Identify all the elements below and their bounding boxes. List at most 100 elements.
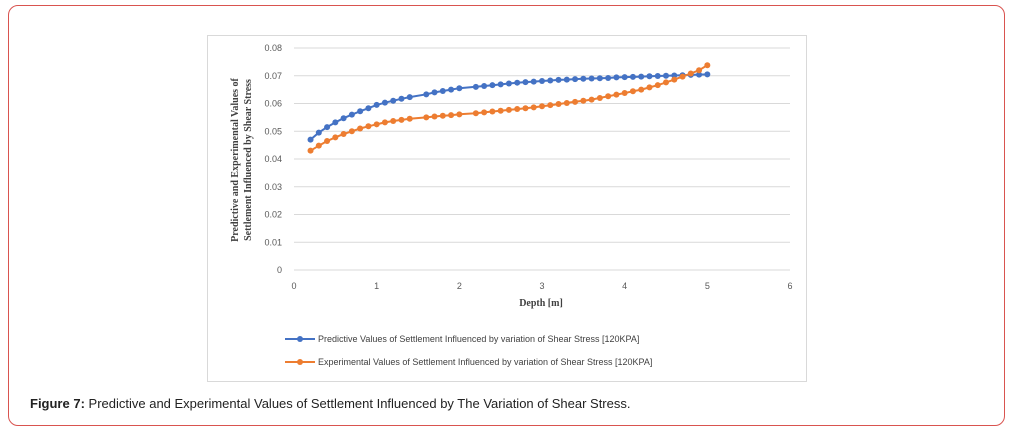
data-point — [629, 73, 636, 80]
data-point — [307, 136, 314, 143]
data-point — [663, 72, 669, 79]
data-point — [315, 142, 322, 149]
data-point — [505, 106, 512, 113]
data-point — [596, 94, 603, 101]
data-point — [472, 83, 479, 90]
data-point — [621, 89, 628, 96]
data-point — [530, 104, 537, 111]
data-point — [580, 75, 587, 82]
data-point — [489, 108, 496, 115]
data-point — [654, 73, 661, 80]
data-point — [522, 105, 529, 112]
data-point — [472, 110, 479, 117]
series-layer — [307, 62, 711, 154]
data-point — [555, 76, 562, 83]
data-point — [357, 125, 364, 132]
data-point — [671, 76, 678, 83]
y-tick-label: 0.04 — [264, 154, 282, 164]
data-point — [315, 129, 322, 136]
data-point — [547, 77, 554, 84]
data-point — [704, 71, 711, 78]
data-point — [696, 71, 703, 78]
data-point — [489, 82, 496, 89]
data-point — [530, 78, 537, 85]
data-point — [547, 102, 554, 109]
data-point — [514, 79, 521, 86]
y-tick-label: 0.01 — [264, 237, 282, 247]
x-tick-label: 6 — [787, 281, 792, 291]
data-point — [563, 99, 570, 106]
data-point — [646, 84, 653, 91]
x-tick-labels: 0 1 2 3 4 5 6 — [291, 281, 792, 291]
data-point — [373, 121, 380, 128]
data-point — [456, 85, 463, 92]
data-point — [340, 115, 347, 122]
figure-frame — [8, 5, 1005, 426]
data-point — [456, 111, 463, 118]
data-point — [580, 97, 587, 104]
legend-item-experimental: Experimental Values of Settlement Influe… — [285, 357, 652, 367]
data-point — [638, 73, 645, 80]
data-point — [572, 98, 579, 105]
data-point — [505, 80, 512, 87]
data-point — [381, 99, 388, 106]
y-tick-label: 0.05 — [264, 126, 282, 136]
data-point — [522, 79, 529, 86]
y-tick-label: 0.03 — [264, 182, 282, 192]
data-point — [613, 74, 620, 81]
y-tick-label: 0 — [277, 265, 282, 275]
data-point — [629, 88, 636, 95]
figure-caption: Figure 7: Predictive and Experimental Va… — [30, 396, 630, 411]
series-0 — [307, 71, 711, 143]
data-point — [340, 131, 347, 138]
data-point — [406, 115, 413, 122]
series-1 — [307, 62, 711, 154]
data-point — [671, 72, 678, 79]
data-point — [332, 134, 339, 141]
data-point — [704, 62, 711, 69]
x-axis-title: Depth [m] — [519, 298, 563, 309]
data-point — [539, 103, 545, 110]
data-point — [398, 95, 405, 102]
data-point — [646, 73, 653, 80]
data-point — [596, 75, 603, 82]
legend-item-predictive: Predictive Values of Settlement Influenc… — [285, 334, 639, 344]
x-tick-label: 0 — [291, 281, 296, 291]
data-point — [390, 117, 397, 124]
data-point — [687, 70, 694, 77]
data-point — [481, 83, 488, 90]
data-point — [654, 82, 661, 89]
data-point — [365, 123, 372, 130]
data-point — [514, 106, 521, 113]
data-point — [348, 111, 355, 118]
data-point — [373, 101, 380, 108]
y-tick-label: 0.08 — [264, 43, 282, 53]
data-point — [481, 109, 488, 116]
y-tick-label: 0.07 — [264, 71, 282, 81]
chart-container — [207, 35, 807, 382]
data-point — [588, 75, 595, 82]
data-point — [357, 108, 364, 115]
data-point — [398, 116, 405, 123]
data-point — [423, 91, 430, 98]
data-point — [563, 76, 570, 83]
data-point — [365, 105, 372, 112]
data-point — [324, 124, 331, 131]
data-point — [539, 78, 545, 85]
legend-label-experimental: Experimental Values of Settlement Influe… — [318, 357, 652, 367]
legend: Predictive Values of Settlement Influenc… — [285, 334, 652, 367]
data-point — [439, 88, 446, 95]
data-point — [324, 137, 331, 144]
legend-label-predictive: Predictive Values of Settlement Influenc… — [318, 334, 639, 344]
data-point — [448, 112, 455, 119]
data-point — [390, 97, 397, 104]
data-point — [679, 73, 686, 80]
data-point — [332, 119, 339, 126]
data-point — [621, 74, 628, 81]
x-tick-label: 4 — [622, 281, 627, 291]
data-point — [605, 74, 612, 81]
data-point — [555, 101, 562, 108]
data-point — [588, 96, 595, 103]
data-point — [431, 113, 438, 120]
